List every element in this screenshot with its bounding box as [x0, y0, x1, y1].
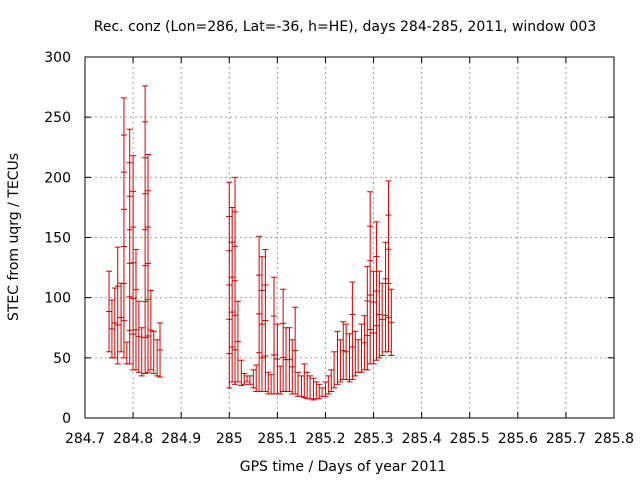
error-bar: [135, 300, 142, 373]
error-bar: [298, 375, 305, 397]
error-bar: [226, 181, 233, 389]
error-bar: [367, 191, 374, 365]
error-bar: [343, 323, 350, 380]
error-bar: [268, 374, 275, 395]
y-tick-label: 300: [44, 50, 71, 66]
x-tick-label: 284.9: [161, 431, 201, 447]
error-bar: [118, 282, 125, 353]
error-bar: [280, 288, 287, 393]
error-bar: [108, 299, 115, 359]
error-bar: [123, 341, 130, 365]
y-axis-label: STEC from uqrg / TECUs: [6, 153, 22, 321]
error-bar: [270, 276, 277, 395]
x-tick-label: 285.8: [594, 431, 634, 447]
error-bar: [352, 330, 359, 377]
error-bar: [337, 339, 344, 383]
error-bar: [307, 375, 314, 400]
error-bar: [147, 289, 154, 371]
x-tick-label: 285.1: [257, 431, 297, 447]
error-bar: [340, 321, 347, 380]
error-bar: [111, 287, 118, 359]
error-bar: [244, 375, 251, 383]
error-bar: [325, 375, 332, 395]
error-bar: [234, 300, 241, 383]
error-bar: [370, 270, 377, 365]
error-bar: [232, 176, 239, 385]
y-tick-label: 0: [62, 411, 71, 427]
error-bar: [382, 241, 389, 353]
y-tick-label: 200: [44, 170, 71, 186]
error-bar: [364, 265, 371, 371]
error-bar: [144, 153, 151, 373]
error-bar: [256, 235, 263, 393]
x-tick-label: 285.3: [353, 431, 393, 447]
error-bar: [373, 221, 380, 361]
error-bar: [130, 155, 137, 371]
y-tick-label: 50: [53, 351, 71, 367]
x-tick-label: 285.6: [498, 431, 538, 447]
error-bar: [157, 322, 164, 378]
error-bar: [229, 206, 236, 383]
error-bar: [331, 351, 338, 389]
error-bar: [289, 339, 296, 395]
x-tick-label: 285.2: [305, 431, 345, 447]
error-bar: [106, 270, 113, 353]
error-bar: [274, 323, 281, 395]
error-bar: [286, 327, 293, 393]
error-bar: [358, 323, 365, 373]
x-tick-label: 285.5: [450, 431, 490, 447]
error-bar: [250, 369, 257, 389]
error-bar: [385, 180, 392, 353]
axis-ticks: 0 50 100 150 200 250 300 284.7 284.8 284.9 285 285.…: [44, 50, 634, 447]
error-bar: [319, 387, 326, 397]
error-bar: [376, 270, 383, 359]
error-bar: [349, 281, 356, 380]
error-bar: [355, 339, 362, 373]
y-tick-label: 100: [44, 291, 71, 307]
error-bar: [138, 327, 145, 377]
error-bar: [132, 249, 139, 371]
error-bar: [292, 306, 299, 395]
error-bar: [301, 363, 308, 399]
error-bar: [126, 128, 133, 365]
error-bar: [142, 85, 149, 374]
error-bar: [277, 365, 284, 395]
y-tick-label: 150: [44, 231, 71, 247]
chart-title: Rec. conz (Lon=286, Lat=-36, h=HE), days…: [94, 19, 596, 35]
error-bar: [238, 359, 245, 387]
error-bar: [154, 339, 161, 377]
error-bar: [388, 288, 395, 356]
error-bar: [379, 282, 386, 356]
error-bar: [241, 372, 248, 385]
error-bar: [258, 256, 265, 393]
error-bar: [262, 249, 269, 393]
x-axis-label: GPS time / Days of year 2011: [240, 459, 447, 475]
y-tick-label: 250: [44, 110, 71, 126]
data-series: [106, 85, 395, 401]
x-tick-label: 285: [216, 431, 243, 447]
error-bar: [120, 97, 127, 359]
x-tick-label: 285.7: [546, 431, 586, 447]
x-tick-label: 285.4: [402, 431, 442, 447]
x-tick-label: 284.8: [113, 431, 153, 447]
error-bar: [346, 333, 353, 383]
error-bar: [265, 371, 272, 395]
error-bar: [246, 375, 253, 385]
x-tick-label: 284.7: [65, 431, 105, 447]
error-bar: [150, 330, 157, 374]
error-bar: [114, 246, 121, 365]
